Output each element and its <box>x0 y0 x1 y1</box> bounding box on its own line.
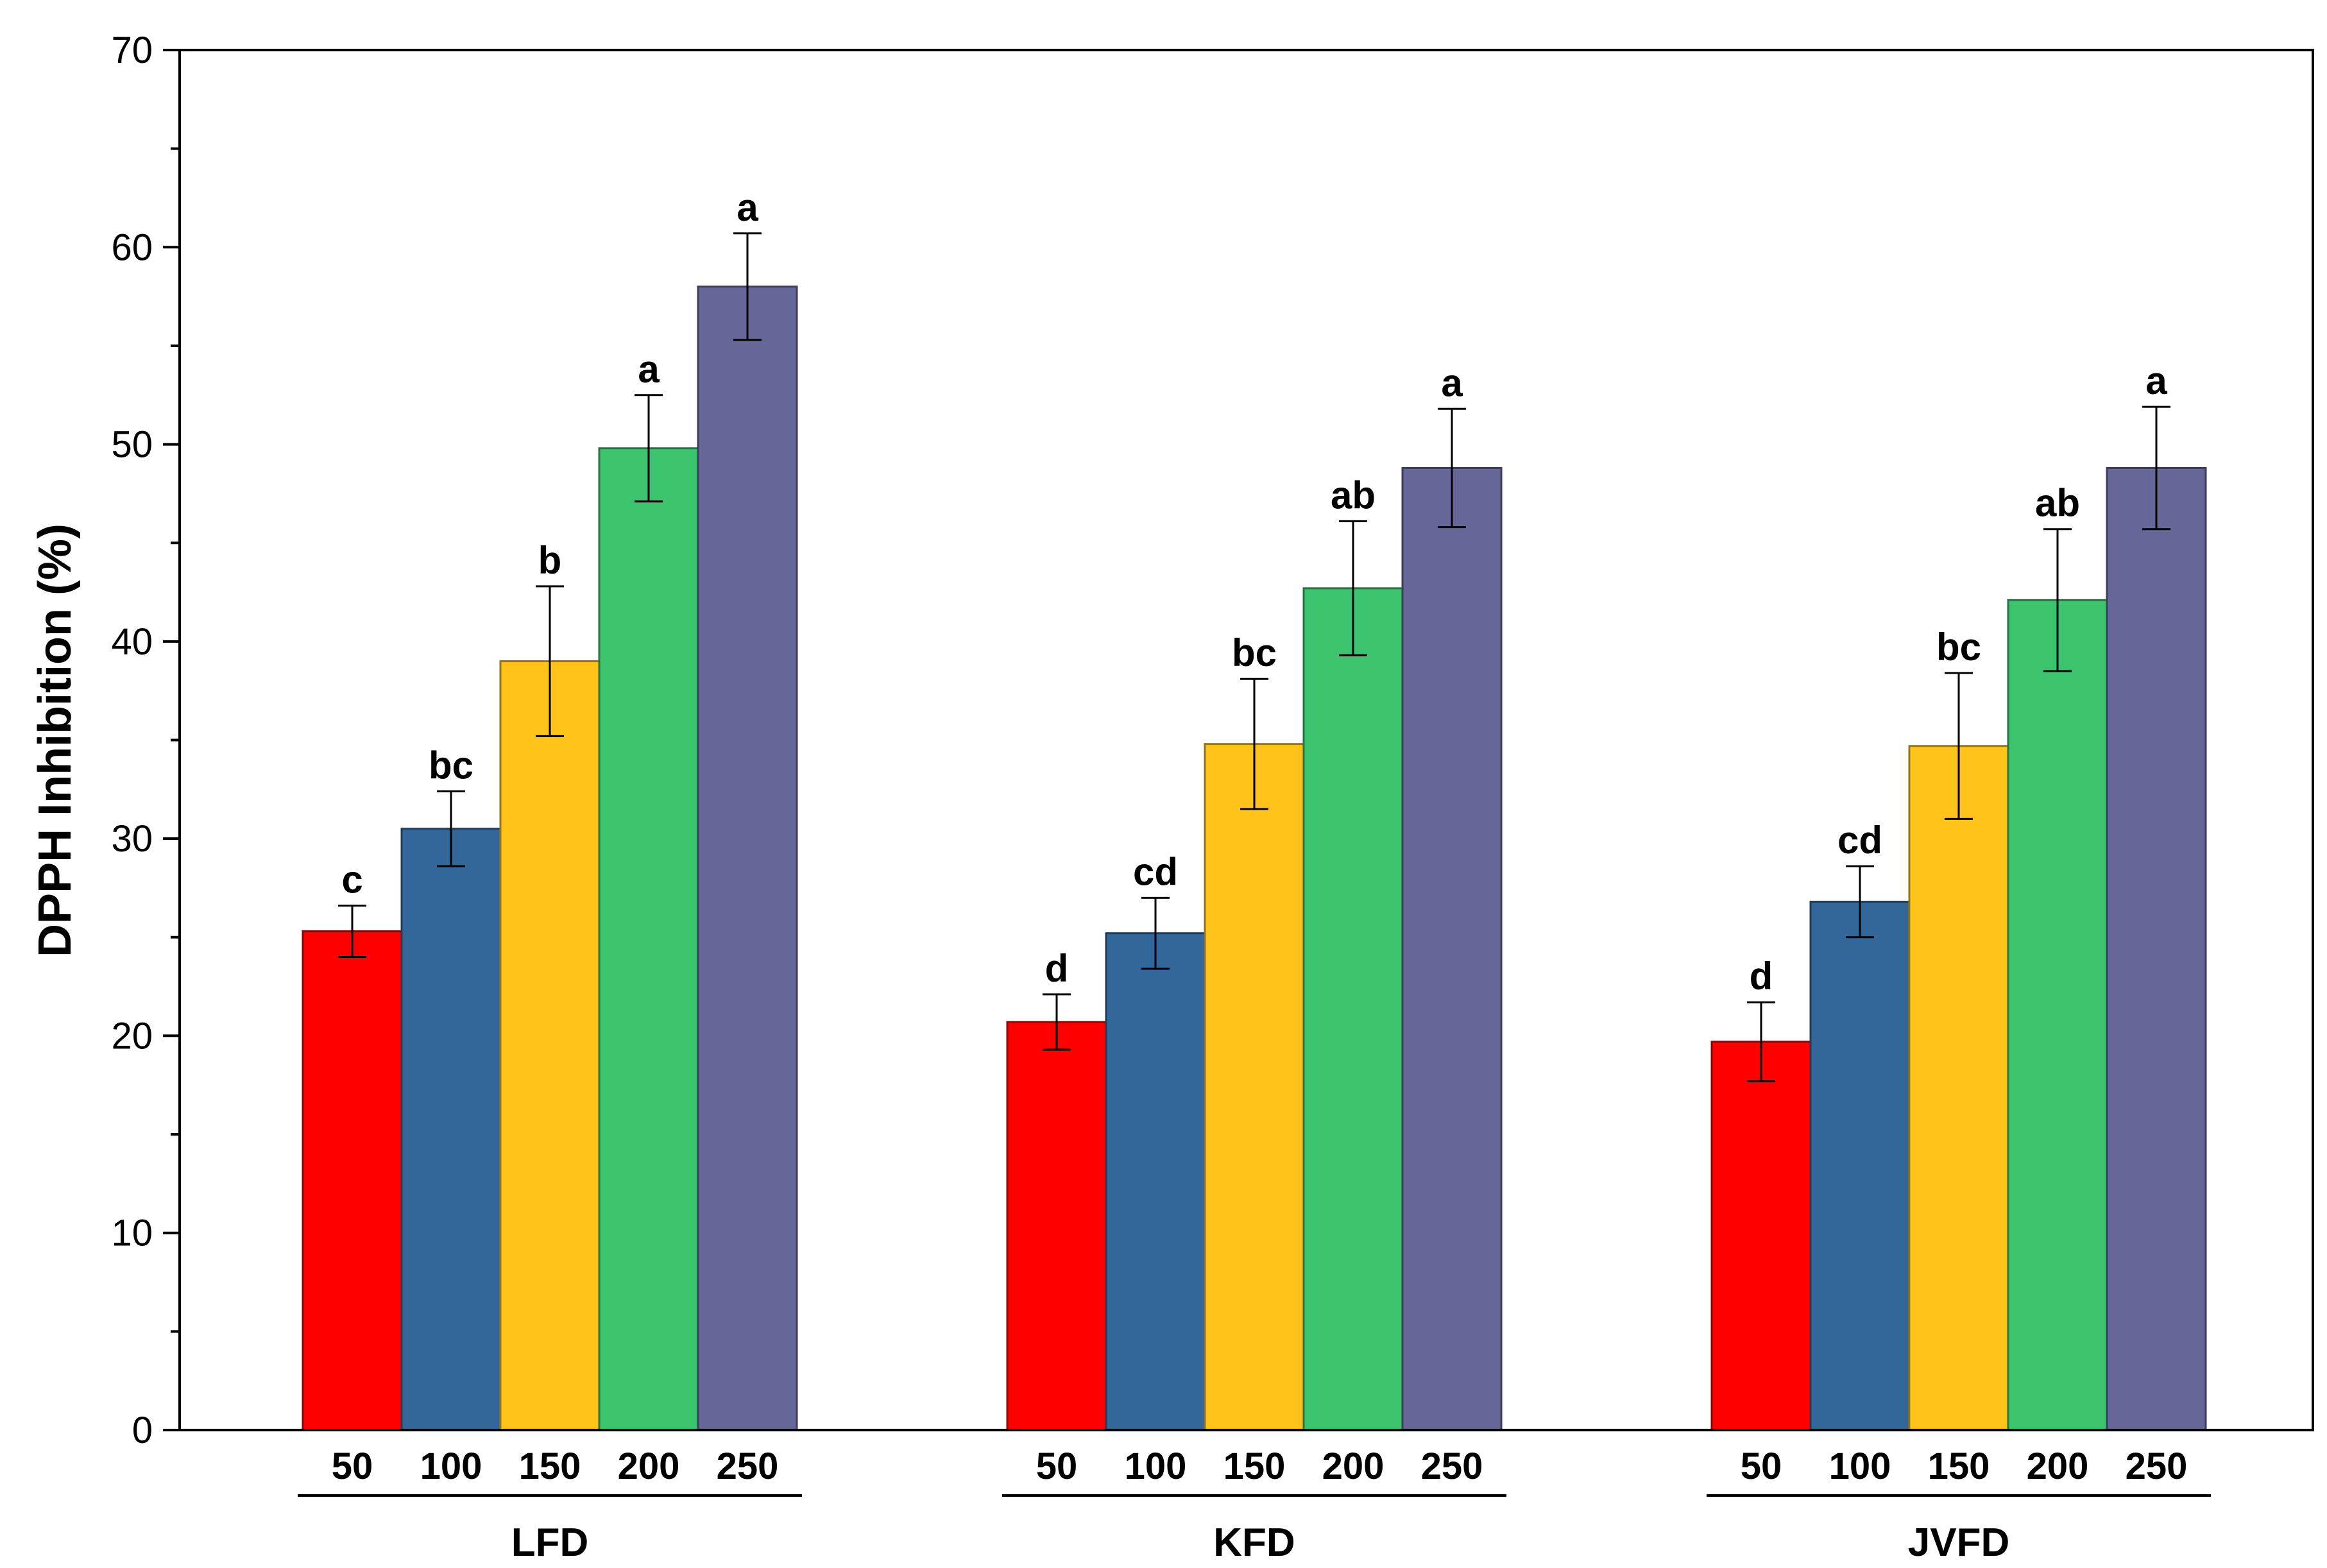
significance-letter: bc <box>1232 631 1277 674</box>
bar-kfd-50 <box>1006 1021 1107 1431</box>
significance-letter: d <box>1750 955 1773 998</box>
y-tick-label: 70 <box>111 30 153 71</box>
x-group-label: KFD <box>1213 1521 1295 1565</box>
x-category-label: 100 <box>1829 1445 1891 1487</box>
significance-letter: c <box>341 858 362 901</box>
y-tick-label: 0 <box>132 1410 153 1451</box>
bars-layer <box>302 285 2207 1431</box>
error-bars-layer <box>338 232 2170 1082</box>
x-category-label: 250 <box>1421 1445 1483 1487</box>
x-category-label: 50 <box>1036 1445 1078 1487</box>
x-category-label: 150 <box>519 1445 581 1487</box>
x-category-label: 250 <box>717 1445 779 1487</box>
x-category-label: 150 <box>1223 1445 1286 1487</box>
significance-letter: bc <box>1936 626 1981 669</box>
bar-jvfd-50 <box>1710 1041 1812 1431</box>
significance-letters-layer: c bc b a a d cd bc ab a d cd bc ab a <box>341 186 2167 998</box>
bar-kfd-250 <box>1401 466 1503 1431</box>
bar-kfd-150 <box>1204 743 1305 1431</box>
y-tick-label: 40 <box>111 621 153 663</box>
y-tick-label: 60 <box>111 226 153 268</box>
bar-jvfd-200 <box>2007 599 2108 1431</box>
y-tick-label: 10 <box>111 1213 153 1254</box>
x-category-label: 250 <box>2126 1445 2188 1487</box>
bar-lfd-150 <box>499 660 601 1431</box>
x-category-label: 100 <box>1125 1445 1187 1487</box>
bar-jvfd-250 <box>2106 466 2207 1431</box>
significance-letter: cd <box>1837 819 1882 862</box>
y-tick-label: 50 <box>111 424 153 466</box>
y-tick-label: 30 <box>111 818 153 860</box>
x-category-label: 200 <box>618 1445 680 1487</box>
significance-letter: cd <box>1133 850 1178 893</box>
bar-kfd-200 <box>1302 587 1404 1431</box>
x-category-label: 200 <box>1322 1445 1385 1487</box>
x-category-label: 200 <box>2027 1445 2089 1487</box>
significance-letter: b <box>538 539 562 582</box>
significance-letter: a <box>638 348 660 391</box>
bar-kfd-100 <box>1105 932 1206 1431</box>
significance-letter: d <box>1045 947 1069 990</box>
significance-letter: a <box>737 186 758 229</box>
x-group-label: JVFD <box>1908 1521 2009 1565</box>
significance-letter: a <box>1441 361 1463 404</box>
bar-jvfd-100 <box>1809 900 1911 1431</box>
x-category-label: 150 <box>1928 1445 1990 1487</box>
bar-lfd-200 <box>598 447 699 1431</box>
y-axis-title: DPPH Inhibition (%) <box>30 524 81 957</box>
significance-letter: ab <box>1331 473 1376 516</box>
bar-lfd-50 <box>302 930 403 1431</box>
y-axis-ticks: 0 10 20 30 40 50 60 70 <box>111 30 180 1451</box>
x-category-label: 50 <box>332 1445 373 1487</box>
x-category-label: 100 <box>420 1445 482 1487</box>
significance-letter: ab <box>2035 482 2080 525</box>
bar-lfd-100 <box>400 828 502 1431</box>
x-group-label: LFD <box>511 1521 589 1565</box>
significance-letter: a <box>2145 359 2167 402</box>
x-category-label: 50 <box>1741 1445 1782 1487</box>
significance-letter: bc <box>429 744 473 787</box>
x-axis-category-labels: 50 100 150 200 250 LFD 50 100 150 200 250 KFD 50 100 1… <box>298 1445 2211 1565</box>
y-tick-label: 20 <box>111 1015 153 1057</box>
bar-jvfd-150 <box>1908 745 2009 1431</box>
bar-lfd-250 <box>697 285 798 1431</box>
